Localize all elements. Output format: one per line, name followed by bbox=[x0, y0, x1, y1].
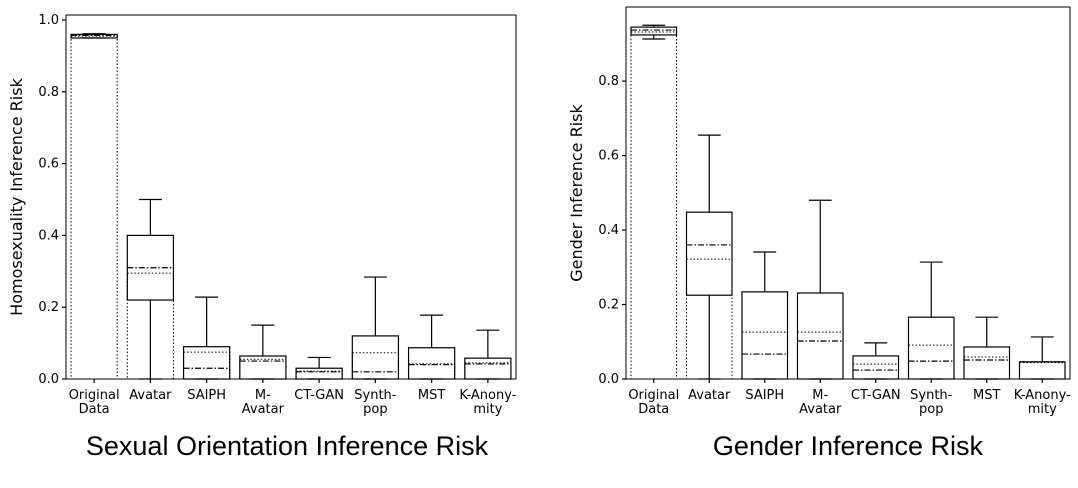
y-tick-label: 0.0 bbox=[598, 372, 619, 387]
mean-bar bbox=[907, 344, 955, 380]
x-tick-label: K-Anony-mity bbox=[1014, 388, 1071, 417]
y-tick-label: 1.0 bbox=[38, 13, 59, 28]
box bbox=[852, 355, 900, 380]
x-tick-label: SAIPH bbox=[187, 388, 226, 403]
y-axis-label: Homosexuality Inference Risk bbox=[7, 77, 26, 315]
x-tick-label: K-Anony-mity bbox=[459, 388, 516, 417]
y-tick-label: 0.4 bbox=[38, 228, 59, 243]
x-tick-label: CT-GAN bbox=[294, 388, 344, 403]
mean-bar bbox=[239, 358, 287, 380]
x-tick-label: Original Data bbox=[69, 388, 120, 417]
mean-bar bbox=[351, 352, 399, 380]
box bbox=[182, 346, 231, 380]
plot-frame bbox=[65, 14, 517, 380]
box bbox=[464, 357, 512, 380]
mean-bar bbox=[1018, 362, 1066, 380]
y-tick-label: 0.2 bbox=[598, 298, 619, 313]
box bbox=[1018, 361, 1066, 380]
x-tick-label: MST bbox=[973, 388, 1000, 403]
box bbox=[685, 211, 733, 296]
box bbox=[351, 335, 400, 380]
box bbox=[907, 316, 955, 380]
x-tick-label: M-Avatar bbox=[799, 388, 842, 417]
box bbox=[963, 346, 1011, 380]
x-tick-label: Avatar bbox=[129, 388, 172, 403]
x-tick-label: Avatar bbox=[688, 388, 731, 403]
x-tick-label: Synth-pop bbox=[910, 388, 953, 417]
x-tick-label: CT-GAN bbox=[851, 388, 901, 403]
mean-bar bbox=[408, 363, 456, 380]
y-tick-label: 0.8 bbox=[38, 85, 59, 100]
box bbox=[741, 291, 789, 380]
x-tick-label: Original Data bbox=[628, 388, 679, 417]
x-tick-label: Synth-pop bbox=[354, 388, 397, 417]
y-tick-label: 0.6 bbox=[598, 149, 619, 164]
y-axis-label: Gender Inference Risk bbox=[567, 104, 586, 282]
y-tick-label: 0.8 bbox=[598, 74, 619, 89]
mean-bar bbox=[796, 331, 844, 380]
x-tick-label: MST bbox=[418, 388, 445, 403]
y-tick-label: 0.2 bbox=[38, 300, 59, 315]
x-tick-label: SAIPH bbox=[745, 388, 784, 403]
y-tick-label: 0.6 bbox=[38, 157, 59, 172]
mean-bar bbox=[741, 331, 789, 380]
mean-bar bbox=[464, 362, 512, 380]
x-tick-label: M-Avatar bbox=[242, 388, 285, 417]
y-tick-label: 0.4 bbox=[598, 223, 619, 238]
box bbox=[796, 292, 844, 380]
mean-bar bbox=[183, 351, 231, 380]
box bbox=[295, 367, 343, 380]
mean-bar bbox=[70, 35, 118, 380]
y-tick-label: 0.0 bbox=[38, 372, 59, 387]
mean-bar bbox=[630, 31, 678, 380]
box bbox=[630, 26, 678, 36]
mean-bar bbox=[852, 363, 900, 380]
mean-bar bbox=[685, 258, 733, 380]
box bbox=[407, 347, 456, 380]
chart-title: Gender Inference Risk bbox=[713, 431, 984, 461]
chart-title: Sexual Orientation Inference Risk bbox=[86, 431, 489, 461]
plot-frame bbox=[625, 6, 1071, 380]
